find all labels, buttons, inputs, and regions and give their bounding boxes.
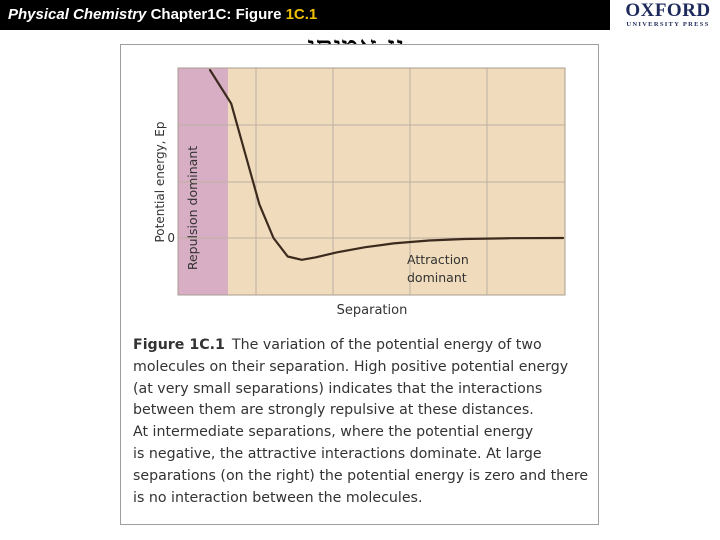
caption-line-7: separations (on the right) the potential… (133, 467, 589, 484)
caption-text-1: The variation of the potential energy of… (231, 337, 542, 353)
caption-figure-label: Figure 1C.1 (133, 337, 225, 353)
figure-caption: Figure 1C.1 The variation of the potentia… (133, 335, 593, 509)
header-bar: Physical Chemistry Chapter1C: Figure 1C.… (0, 0, 610, 30)
oxford-logo: OXFORD UNIVERSITY PRESS (622, 1, 714, 29)
repulsion-label: Repulsion dominant (185, 146, 200, 270)
caption-line-1: Figure 1C.1 The variation of the potentia… (133, 335, 593, 357)
y-tick-zero: 0 (167, 231, 175, 245)
caption-line-6: is negative, the attractive interactions… (133, 445, 542, 462)
attraction-label-line1: Attraction (407, 252, 469, 267)
y-axis-label: Potential energy, Ep (153, 121, 167, 242)
plot-border (177, 67, 566, 296)
caption-line-3: (at very small separations) indicates th… (133, 380, 543, 397)
slide-title: Physical Chemistry Chapter1C: Figure 1C.… (8, 6, 317, 23)
attraction-label-line2: dominant (407, 270, 467, 285)
logo-subname: UNIVERSITY PRESS (626, 21, 710, 28)
title-book: Physical Chemistry (8, 6, 147, 23)
caption-line-4: between them are strongly repulsive at t… (133, 402, 534, 419)
caption-line-2: molecules on their separation. High posi… (133, 358, 569, 375)
title-figure-number: 1C.1 (285, 6, 318, 23)
title-chapter: Chapter1C: Figure (146, 6, 286, 23)
x-axis-label: Separation (337, 303, 408, 318)
caption-line-5: At intermediate separations, where the p… (133, 424, 534, 441)
logo-name: OXFORD (625, 0, 711, 21)
caption-line-8: is no interaction between the molecules. (133, 489, 423, 506)
potential-curve (208, 68, 565, 261)
